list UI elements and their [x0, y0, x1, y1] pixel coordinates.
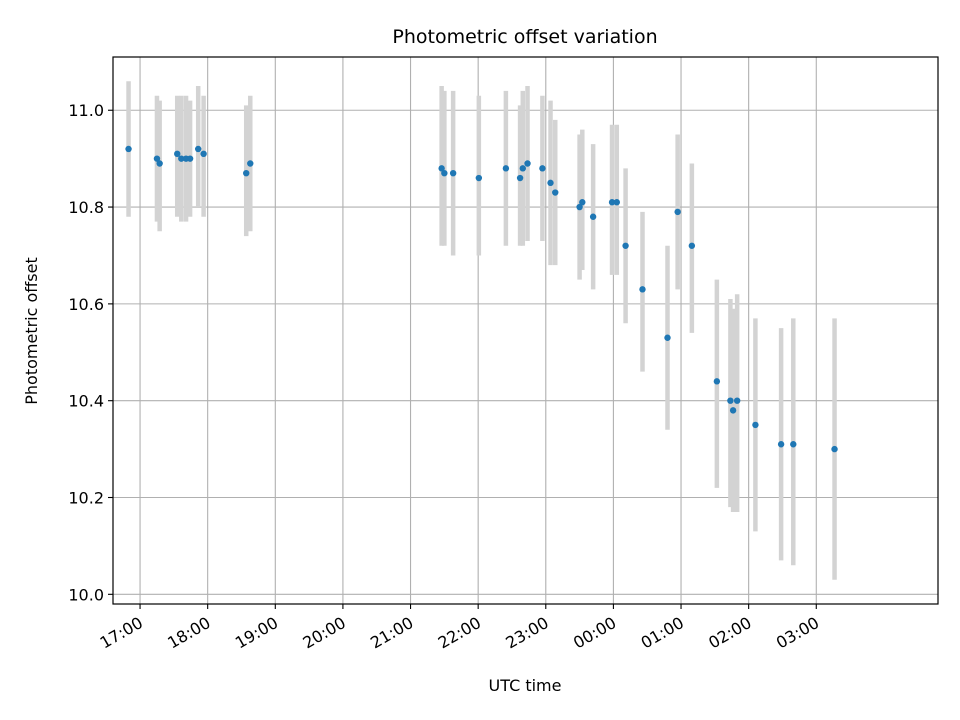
data-point	[547, 179, 554, 187]
data-point	[524, 160, 531, 167]
data-point	[247, 160, 254, 167]
data-point	[729, 407, 737, 414]
data-point	[664, 334, 671, 341]
data-point	[441, 169, 448, 177]
data-point	[449, 169, 457, 177]
data-point	[831, 445, 838, 453]
y-tick-label: 10.2	[68, 489, 104, 508]
y-tick-label: 11.0	[68, 101, 104, 120]
x-axis-label: UTC time	[489, 676, 562, 695]
data-point	[174, 150, 181, 158]
chart-title: Photometric offset variation	[392, 26, 657, 48]
data-point	[608, 199, 616, 206]
data-points	[125, 145, 838, 453]
data-point	[125, 145, 132, 153]
plot-frame	[112, 56, 939, 605]
data-point	[200, 150, 207, 158]
data-point	[622, 242, 629, 249]
y-tick-label: 10.4	[68, 392, 104, 411]
data-point	[178, 155, 185, 162]
data-point	[186, 155, 194, 162]
y-tick-label: 10.8	[68, 198, 104, 217]
data-point	[777, 441, 785, 448]
data-point	[589, 213, 597, 220]
data-point	[502, 165, 510, 172]
data-point	[475, 174, 483, 182]
y-axis-label: Photometric offset	[22, 257, 41, 405]
data-point	[613, 199, 620, 206]
data-point	[576, 203, 583, 211]
data-point	[639, 286, 646, 293]
y-tick-label: 10.6	[68, 295, 104, 314]
data-point	[579, 199, 586, 206]
data-point	[552, 189, 559, 196]
data-point	[733, 397, 741, 404]
y-axis-ticks: 10.0 10.2 10.4 10.6 10.8 11.0	[68, 101, 113, 604]
data-point	[243, 169, 250, 177]
data-point	[790, 441, 797, 448]
data-point	[195, 145, 202, 153]
data-point	[153, 155, 161, 162]
y-tick-label: 10.0	[68, 585, 104, 604]
data-point	[713, 378, 721, 385]
data-point	[674, 208, 681, 216]
data-point	[727, 397, 734, 404]
data-point	[156, 160, 163, 167]
data-point	[519, 165, 526, 172]
data-point	[438, 165, 445, 172]
data-point	[752, 421, 759, 429]
data-point	[516, 174, 524, 182]
data-point	[688, 242, 696, 249]
data-point	[539, 165, 546, 172]
